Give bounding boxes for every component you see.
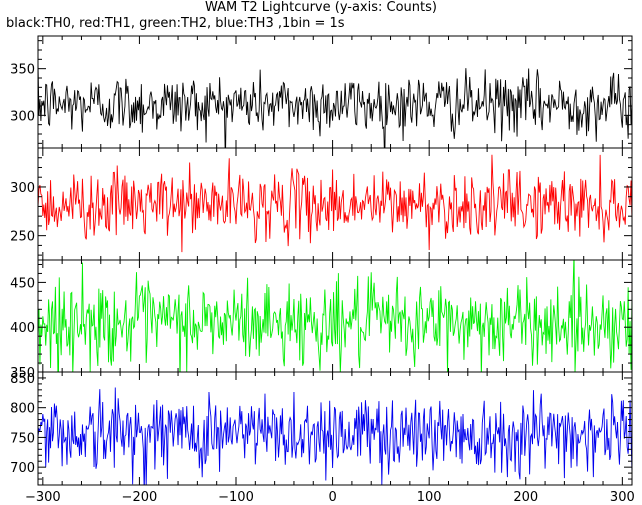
y-tick-label: 450 [10,276,35,291]
series-line-th0 [38,62,632,148]
panel-th0: 300 350 [10,35,633,149]
x-tick-label: −200 [122,490,158,505]
y-tick-label: 350 [10,63,35,78]
y-tick-label: 250 [10,230,35,245]
y-tick-label: 850 [10,372,35,387]
y-tick-label: 800 [10,402,35,417]
x-tick-label: 200 [513,490,538,505]
chart-title: WAM T2 Lightcurve (y-axis: Counts) [205,0,437,15]
series-line-th1 [38,154,632,253]
panel-th1: 250 300 [10,147,633,261]
panel-th3: 700 750 800 850 [10,371,633,486]
y-tick-label: 350 [10,366,35,381]
series-line-th2 [38,260,632,372]
panel-frame [37,259,633,373]
y-tick-label: 300 [10,109,35,124]
chart-subtitle: black:TH0, red:TH1, green:TH2, blue:TH3 … [6,16,345,31]
x-axis: −300 −200 −100 0 100 200 300 [25,490,635,505]
x-tick-label: 100 [417,490,442,505]
y-tick-label: 400 [10,321,35,336]
panel-th2: 350 400 450 [10,259,633,381]
series-line-th3 [38,387,632,485]
x-tick-label: 300 [610,490,635,505]
y-tick-label: 750 [10,431,35,446]
x-tick-label: 0 [328,490,336,505]
panel-frame [37,371,633,486]
y-tick-label: 700 [10,461,35,476]
y-tick-label: 300 [10,181,35,196]
x-tick-label: −100 [218,490,254,505]
x-tick-label: −300 [25,490,61,505]
